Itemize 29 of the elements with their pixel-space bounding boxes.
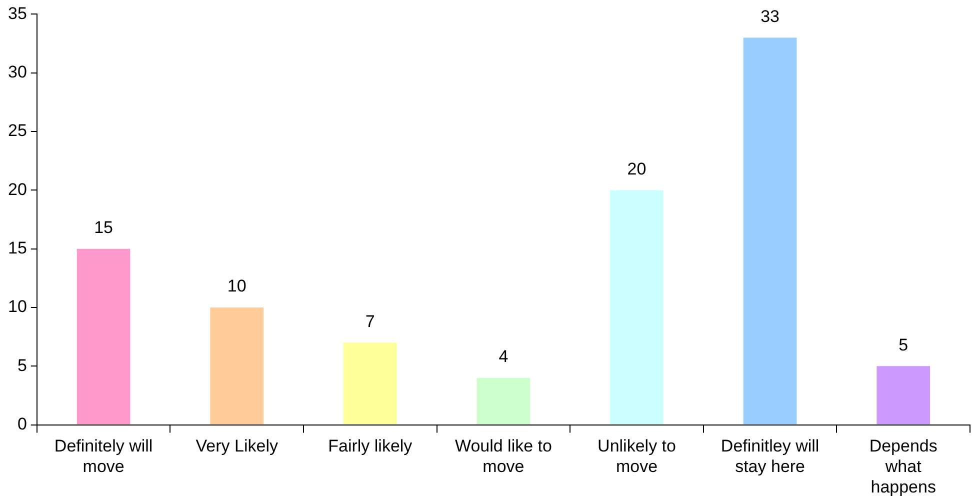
x-tick-label: Definitley will stay here: [720, 436, 820, 476]
bar: [210, 307, 264, 424]
x-tick-label: Very Likely: [196, 436, 278, 456]
x-tick-label: Fairly likely: [328, 436, 413, 456]
x-tick-label: Definitely will move: [54, 436, 153, 476]
data-label: 7: [365, 312, 375, 331]
y-tick-label: 25: [8, 121, 27, 140]
data-label: 10: [227, 276, 246, 296]
y-tick-label: 10: [8, 297, 27, 316]
data-label: 5: [898, 335, 908, 354]
bar: [610, 190, 664, 424]
y-tick-label: 15: [8, 238, 27, 258]
data-label: 20: [627, 159, 646, 178]
x-tick-label: Depends what happens: [869, 436, 938, 496]
y-tick-label: 5: [17, 356, 27, 375]
x-tick-label: Would like to move: [454, 436, 552, 476]
data-label: 15: [94, 218, 114, 238]
data-label: 4: [498, 347, 508, 366]
bar: [476, 378, 530, 424]
y-tick-label: 30: [8, 62, 27, 82]
y-tick-label: 0: [17, 414, 27, 434]
data-label: 33: [760, 6, 780, 26]
bar: [76, 248, 130, 424]
y-tick-label: 20: [8, 180, 27, 199]
y-tick-label: 35: [8, 4, 27, 23]
bar: [876, 366, 930, 424]
bar: [343, 342, 397, 424]
bar: [743, 38, 797, 424]
x-tick-label: Unlikely to move: [598, 436, 676, 476]
